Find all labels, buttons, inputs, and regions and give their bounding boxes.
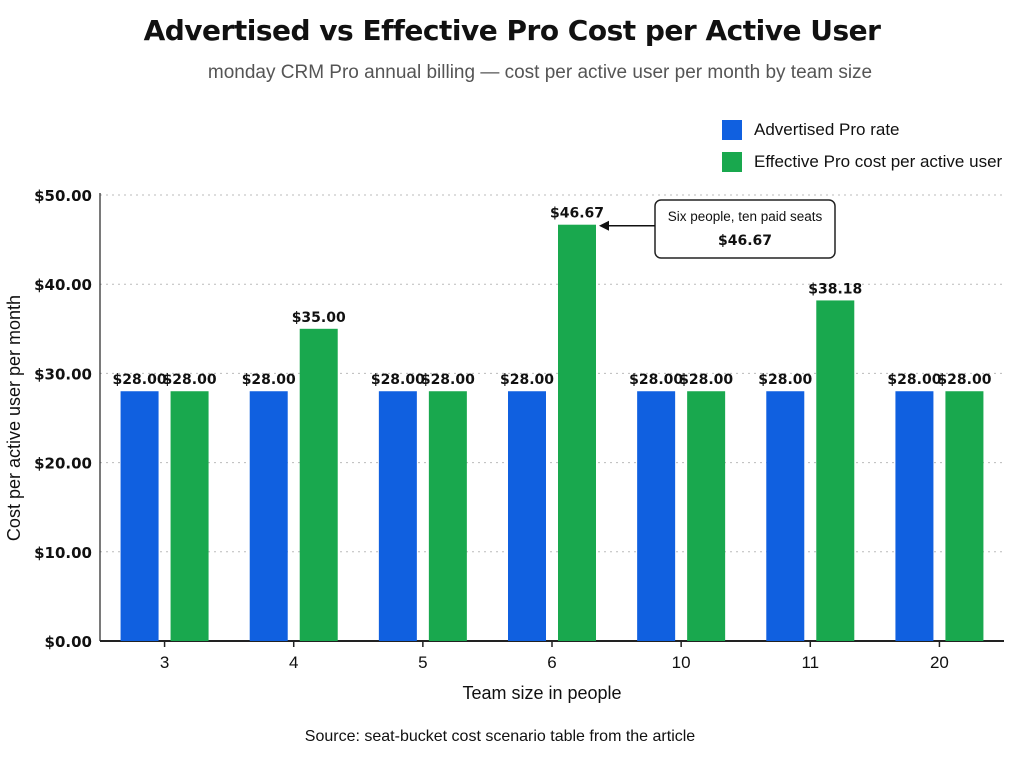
legend-item-advertised: Advertised Pro rate [722,114,1002,146]
bar-effective [687,391,726,641]
legend-swatch-advertised [722,120,742,140]
data-label: $28.00 [421,372,475,388]
y-tick-label: $0.00 [45,633,92,651]
y-tick-label: $10.00 [34,544,92,562]
y-tick-label: $50.00 [34,187,92,205]
bar-advertised [249,391,288,641]
bar-effective [558,224,596,641]
annotation-value: $46.67 [718,233,772,249]
x-axis-title: Team size in people [462,683,621,703]
data-label: $28.00 [629,372,683,388]
legend-swatch-effective [722,152,742,172]
x-tick-label: 10 [672,653,691,672]
data-label: $28.00 [163,372,217,388]
y-tick-label: $40.00 [34,276,92,294]
bar-advertised [120,391,159,641]
bar-effective [816,300,855,641]
bar-advertised [766,391,805,641]
data-label: $28.00 [679,372,733,388]
data-label: $38.18 [808,281,862,297]
bar-effective [945,391,984,641]
legend-label-advertised: Advertised Pro rate [754,120,900,139]
y-axis-title: Cost per active user per month [4,295,24,541]
annotation-box [654,199,836,259]
chart-title: Advertised vs Effective Pro Cost per Act… [143,14,881,47]
data-label: $46.67 [550,206,604,222]
x-tick-label: 3 [160,653,169,672]
data-label: $28.00 [758,372,812,388]
legend: Advertised Pro rate Effective Pro cost p… [722,114,1002,178]
annotation-text: Six people, ten paid seats [668,209,823,224]
source-note: Source: seat-bucket cost scenario table … [304,728,696,745]
bar-effective [170,391,209,641]
chart-subtitle: monday CRM Pro annual billing — cost per… [207,62,873,83]
data-label: $28.00 [371,372,425,388]
x-tick-label: 11 [801,653,819,672]
x-tick-label: 20 [930,653,949,672]
bar-advertised [378,391,417,641]
x-tick-label: 5 [418,653,427,672]
bar-advertised [508,391,546,641]
legend-label-effective: Effective Pro cost per active user [754,152,1003,171]
data-label: $28.00 [113,372,167,388]
data-label: $28.00 [937,372,991,388]
data-label: $28.00 [242,372,296,388]
legend-item-effective: Effective Pro cost per active user [722,146,1002,178]
bar-effective [428,391,467,641]
annotation-arrow-head [599,220,609,231]
y-tick-label: $30.00 [34,365,92,383]
bar-advertised [637,391,676,641]
y-tick-label: $20.00 [34,455,92,473]
bar-effective [299,328,338,641]
bar-advertised [895,391,934,641]
data-label: $35.00 [292,310,346,326]
x-tick-label: 4 [289,653,298,672]
data-label: $28.00 [500,372,554,388]
data-label: $28.00 [887,372,941,388]
x-tick-label: 6 [547,653,556,672]
